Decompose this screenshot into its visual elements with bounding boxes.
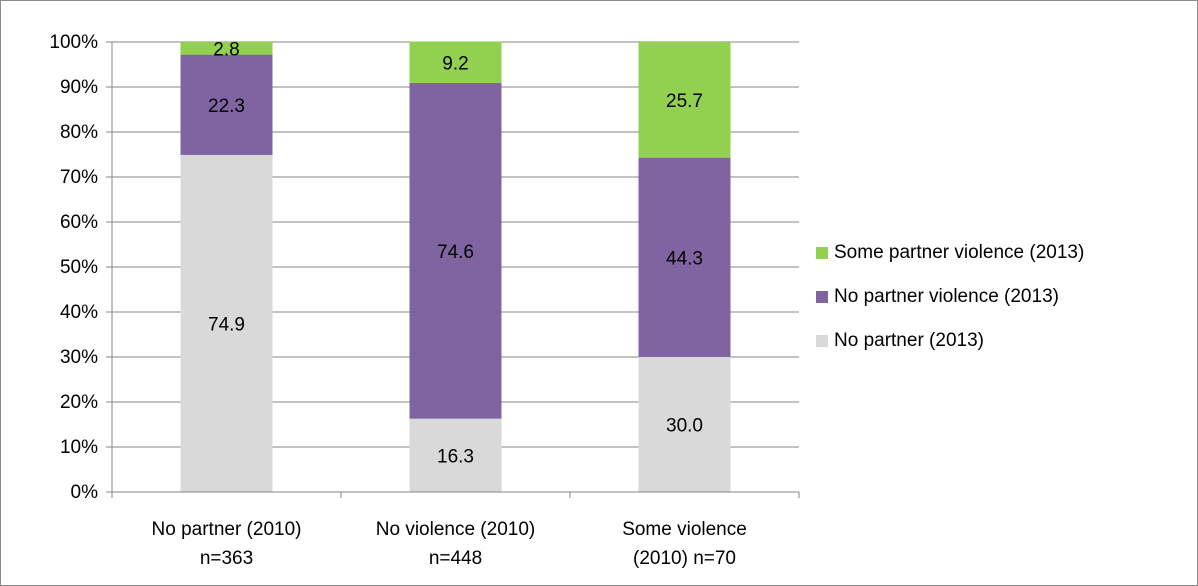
legend-swatch	[816, 291, 828, 303]
x-tick-label: Some violence	[622, 519, 747, 540]
x-tick-label: No partner (2010)	[152, 519, 302, 540]
data-label: 30.0	[666, 416, 703, 437]
data-label: 74.6	[437, 242, 474, 263]
legend-item: Some partner violence (2013)	[816, 238, 1084, 268]
y-tick-label: 40%	[60, 302, 98, 323]
bar-segment	[409, 41, 502, 83]
bar-segment	[638, 357, 731, 492]
bar-segment	[180, 54, 273, 155]
legend-item: No partner (2013)	[816, 326, 1084, 356]
legend-item: No partner violence (2013)	[816, 282, 1084, 312]
x-tick-label: No violence (2010)	[376, 519, 535, 540]
chart-legend: Some partner violence (2013) No partner v…	[816, 238, 1084, 370]
y-tick-label: 50%	[60, 257, 98, 278]
y-tick-label: 80%	[60, 122, 98, 143]
data-label: 22.3	[208, 96, 245, 117]
legend-label: No partner violence (2013)	[834, 286, 1059, 307]
data-label: 44.3	[666, 248, 703, 269]
y-tick-label: 70%	[60, 167, 98, 188]
y-tick-label: 10%	[60, 437, 98, 458]
y-tick-label: 60%	[60, 212, 98, 233]
legend-swatch	[816, 335, 828, 347]
bar-segment	[638, 42, 731, 158]
y-tick-label: 0%	[71, 482, 99, 503]
legend-swatch	[816, 247, 828, 259]
bar-segment	[638, 157, 731, 357]
legend-label: Some partner violence (2013)	[834, 242, 1085, 263]
bar-segment	[409, 82, 502, 419]
bar-segment	[180, 154, 273, 492]
legend-label: No partner (2013)	[834, 330, 984, 351]
data-label: 25.7	[666, 91, 703, 112]
x-tick-label: (2010) n=70	[633, 548, 736, 569]
y-tick-label: 100%	[49, 32, 98, 53]
y-tick-label: 20%	[60, 392, 98, 413]
x-tick-label: n=448	[429, 548, 482, 569]
data-label: 16.3	[437, 446, 474, 467]
y-tick-label: 90%	[60, 77, 98, 98]
data-label: 9.2	[442, 53, 468, 74]
bar-segment	[180, 42, 273, 55]
data-label: 2.8	[213, 39, 239, 60]
y-tick-label: 30%	[60, 347, 98, 368]
x-tick-label: n=363	[200, 548, 253, 569]
bar-segment	[409, 418, 502, 492]
data-label: 74.9	[208, 314, 245, 335]
